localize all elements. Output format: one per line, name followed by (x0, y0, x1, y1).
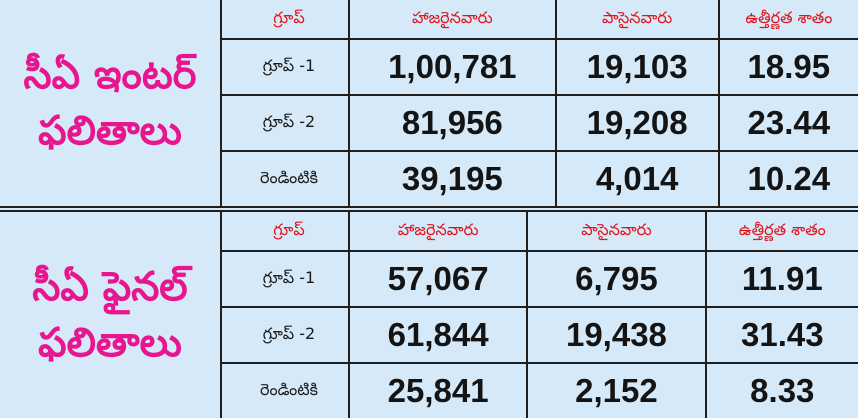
row-label: గ్రూప్ -1 (220, 251, 349, 308)
appeared-value: 1,00,781 (348, 39, 556, 96)
pass-percentage-value: 23.44 (717, 95, 858, 152)
appeared-value: 57,067 (347, 251, 528, 308)
section-divider (0, 206, 858, 212)
section-title: సీఏ ఇంటర్ ఫలితాలు (0, 0, 222, 206)
row-label: గ్రూప్ -1 (220, 39, 349, 96)
ca-final-section: సీఏ ఫైనల్ ఫలితాలు గ్రూప్ హాజరైనవారు పాసై… (0, 212, 858, 418)
header-row: గ్రూప్ హాజరైనవారు పాసైనవారు ఉత్తీర్ణత శా… (220, 212, 858, 252)
appeared-value: 25,841 (347, 363, 528, 418)
row-label: రెండింటికి (220, 363, 349, 418)
passed-value: 2,152 (526, 363, 706, 418)
header-appeared: హాజరైనవారు (348, 0, 556, 40)
table-row: గ్రూప్ -2 61,844 19,438 31.43 (220, 307, 858, 364)
section-title-line1: సీఏ ఇంటర్ (23, 52, 197, 98)
table-row: గ్రూప్ -1 57,067 6,795 11.91 (220, 251, 858, 308)
header-passed: పాసైనవారు (554, 0, 719, 40)
passed-value: 19,103 (554, 39, 719, 96)
table-row: రెండింటికి 39,195 4,014 10.24 (220, 151, 858, 206)
header-pass-percentage: ఉత్తీర్ణత శాతం (704, 212, 858, 252)
appeared-value: 81,956 (348, 95, 556, 152)
ca-inter-section: సీఏ ఇంటర్ ఫలితాలు గ్రూప్ హాజరైనవారు పాసై… (0, 0, 858, 206)
section-title-line2: ఫలితాలు (38, 108, 182, 154)
table-row: గ్రూప్ -1 1,00,781 19,103 18.95 (220, 39, 858, 96)
ca-inter-grid: గ్రూప్ హాజరైనవారు పాసైనవారు ఉత్తీర్ణత శా… (220, 0, 858, 206)
row-label: గ్రూప్ -2 (220, 307, 349, 364)
section-title: సీఏ ఫైనల్ ఫలితాలు (0, 212, 222, 418)
row-label: గ్రూప్ -2 (220, 95, 349, 152)
ca-final-grid: గ్రూప్ హాజరైనవారు పాసైనవారు ఉత్తీర్ణత శా… (220, 212, 858, 418)
header-row: గ్రూప్ హాజరైనవారు పాసైనవారు ఉత్తీర్ణత శా… (220, 0, 858, 40)
header-group: గ్రూప్ (220, 0, 349, 40)
row-label: రెండింటికి (220, 151, 349, 206)
pass-percentage-value: 8.33 (704, 363, 858, 418)
header-group: గ్రూప్ (220, 212, 349, 252)
appeared-value: 39,195 (348, 151, 556, 206)
section-title-line1: సీఏ ఫైనల్ (32, 264, 188, 310)
table-row: గ్రూప్ -2 81,956 19,208 23.44 (220, 95, 858, 152)
header-passed: పాసైనవారు (526, 212, 706, 252)
header-pass-percentage: ఉత్తీర్ణత శాతం (717, 0, 858, 40)
appeared-value: 61,844 (347, 307, 528, 364)
section-title-line2: ఫలితాలు (38, 320, 182, 366)
passed-value: 19,438 (526, 307, 706, 364)
header-appeared: హాజరైనవారు (347, 212, 528, 252)
pass-percentage-value: 31.43 (704, 307, 858, 364)
pass-percentage-value: 18.95 (717, 39, 858, 96)
pass-percentage-value: 11.91 (704, 251, 858, 308)
table-row: రెండింటికి 25,841 2,152 8.33 (220, 363, 858, 418)
passed-value: 6,795 (526, 251, 706, 308)
pass-percentage-value: 10.24 (717, 151, 858, 206)
passed-value: 4,014 (554, 151, 719, 206)
passed-value: 19,208 (554, 95, 719, 152)
